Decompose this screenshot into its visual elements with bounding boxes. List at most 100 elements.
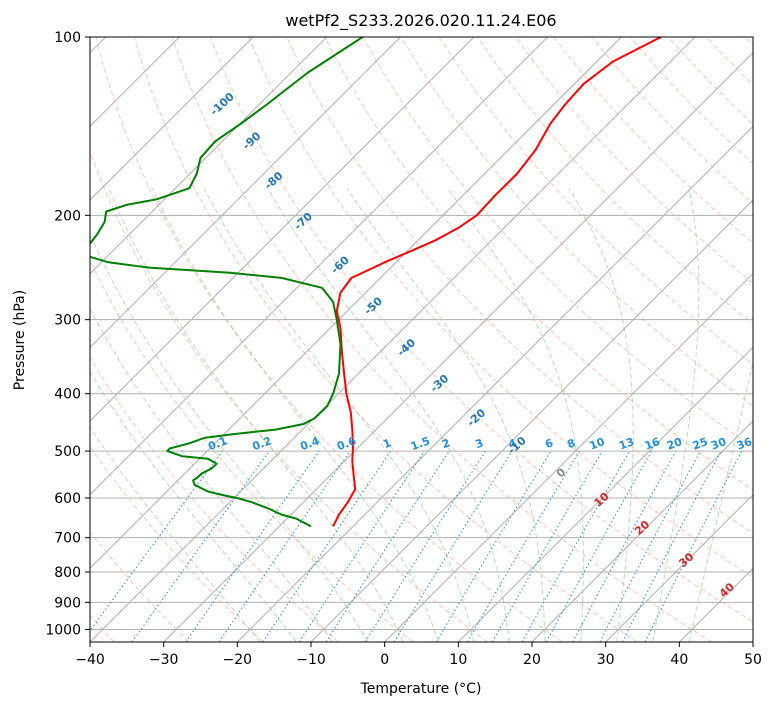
grid-layer bbox=[90, 37, 753, 642]
y-tick-label: 800 bbox=[54, 565, 81, 581]
dry-adiabat-line bbox=[210, 37, 753, 623]
dry-adiabat-line bbox=[362, 37, 753, 449]
mixing-ratio-line bbox=[545, 450, 653, 642]
temperature-profile-line bbox=[332, 37, 662, 527]
moist-adiabat-line bbox=[346, 187, 546, 642]
moist-adiabat-line bbox=[203, 187, 475, 642]
x-tick-label: 40 bbox=[670, 652, 688, 668]
dry-adiabat-line bbox=[438, 37, 753, 366]
y-axis-label: Pressure (hPa) bbox=[12, 290, 28, 390]
mixing-ratio-line bbox=[521, 450, 630, 642]
isotherm-line bbox=[90, 37, 401, 349]
mixing-ratio-label: 13 bbox=[617, 435, 636, 452]
isopleth-labels: 0.1 0.2 0.4 0.6 1 1.5 2 3 4 6 8 10 13 16 20 25 30 36-100-… bbox=[206, 90, 754, 600]
x-axis-label: Temperature (°C) bbox=[360, 681, 482, 697]
isotherm-line bbox=[384, 272, 753, 642]
x-tick-label: −30 bbox=[149, 652, 179, 668]
dry-adiabat-line bbox=[90, 259, 414, 642]
mixing-ratio-label: 1.5 bbox=[409, 434, 432, 453]
isotherm-line bbox=[90, 37, 254, 201]
mixing-ratio-line bbox=[185, 450, 320, 642]
isotherm-line bbox=[90, 37, 696, 642]
isotherm-line bbox=[531, 420, 753, 642]
y-tick-label: 500 bbox=[54, 444, 81, 460]
mixing-ratio-label: 25 bbox=[691, 435, 710, 452]
dry-adiabat-line bbox=[553, 37, 753, 244]
mixing-ratio-label: 6 bbox=[543, 436, 555, 451]
mixing-ratio-line bbox=[572, 450, 677, 642]
mixing-ratio-label: 30 bbox=[709, 435, 728, 453]
dry-adiabat-line bbox=[171, 37, 712, 642]
x-tick-label: −20 bbox=[223, 652, 253, 668]
isotherm-line bbox=[90, 37, 549, 496]
mixing-ratio-label: 36 bbox=[735, 435, 754, 453]
chart-title: wetPf2_S233.2026.020.11.24.E06 bbox=[285, 11, 556, 31]
mixing-ratio-label: 10 bbox=[588, 435, 607, 453]
moist-adiabat-line bbox=[90, 308, 333, 642]
mixing-ratio-label: 8 bbox=[565, 436, 577, 451]
data-lines bbox=[90, 37, 662, 528]
dry-adiabat-line bbox=[400, 37, 753, 407]
y-tick-label: 700 bbox=[54, 531, 81, 547]
y-tick-label: 200 bbox=[54, 208, 81, 224]
x-tick-label: −10 bbox=[296, 652, 326, 668]
mixing-ratio-label: 0.4 bbox=[298, 434, 321, 453]
x-tick-label: 30 bbox=[597, 652, 615, 668]
mixing-ratio-line bbox=[644, 450, 743, 642]
moist-adiabat-line bbox=[652, 188, 700, 642]
y-tick-label: 1000 bbox=[45, 622, 81, 638]
mixing-ratio-label: 0.1 bbox=[206, 434, 229, 453]
moist-adiabat-line bbox=[267, 187, 510, 642]
mixing-ratio-line bbox=[262, 450, 392, 642]
dry-adiabat-line bbox=[324, 37, 753, 491]
dry-adiabat-line bbox=[248, 37, 753, 578]
mixing-ratio-label: 20 bbox=[665, 435, 684, 453]
isotherm-line bbox=[90, 37, 622, 570]
moist-adiabat-line bbox=[90, 426, 261, 642]
y-tick-label: 100 bbox=[54, 30, 81, 46]
plot-area: 0.1 0.2 0.4 0.6 1 1.5 2 3 4 6 8 10 13 16 20 25 30 36-100-… bbox=[90, 37, 754, 642]
dry-adiabat-line bbox=[90, 531, 190, 642]
mixing-ratio-line bbox=[218, 450, 351, 642]
dry-adiabat-line bbox=[133, 37, 638, 642]
dewpoint-profile-line bbox=[90, 37, 364, 528]
moist-adiabat-line bbox=[447, 187, 584, 642]
moist-adiabat-line bbox=[90, 370, 297, 642]
mixing-ratio-line bbox=[393, 450, 513, 642]
y-axis: 100 200 300 400 500 600 700 800 900 1000 bbox=[45, 30, 90, 638]
y-tick-label: 400 bbox=[54, 387, 81, 403]
y-tick-label: 900 bbox=[54, 595, 81, 611]
y-tick-label: 300 bbox=[54, 313, 81, 329]
isotherm-line bbox=[236, 125, 753, 642]
x-tick-label: 10 bbox=[449, 652, 467, 668]
dry-adiabat-line bbox=[477, 37, 753, 325]
mixing-ratio-line bbox=[298, 450, 425, 642]
mixing-ratio-label: 0.6 bbox=[335, 434, 358, 453]
mixing-ratio-label: 3 bbox=[473, 436, 485, 451]
x-tick-label: 20 bbox=[523, 652, 541, 668]
x-tick-label: −40 bbox=[75, 652, 105, 668]
mixing-ratio-line bbox=[90, 450, 223, 632]
dry-adiabat-line bbox=[95, 37, 563, 642]
isotherm-line bbox=[90, 37, 328, 275]
x-axis: −40 −30 −20 −10 0 10 20 30 40 50 bbox=[75, 642, 762, 668]
mixing-ratio-label: 0.2 bbox=[251, 434, 274, 453]
mixing-ratio-line bbox=[325, 450, 450, 642]
moist-adiabat-line bbox=[108, 188, 404, 642]
isotherm-line bbox=[310, 199, 753, 642]
x-tick-label: 50 bbox=[744, 652, 762, 668]
mixing-ratio-label: 1 bbox=[381, 436, 393, 451]
mixing-ratio-label: 2 bbox=[440, 436, 452, 451]
isotherm-line bbox=[457, 346, 753, 642]
isotherm-line bbox=[90, 37, 475, 422]
mixing-ratio-label: 16 bbox=[643, 435, 662, 453]
moist-adiabat-line bbox=[151, 187, 439, 642]
mixing-ratio-line bbox=[131, 450, 270, 642]
dry-adiabat-line bbox=[90, 356, 339, 642]
mixing-ratio-label: 4 bbox=[507, 436, 519, 451]
plot-frame bbox=[89, 36, 754, 643]
moist-adiabat-line bbox=[568, 187, 634, 642]
dry-adiabat-line bbox=[629, 37, 753, 165]
